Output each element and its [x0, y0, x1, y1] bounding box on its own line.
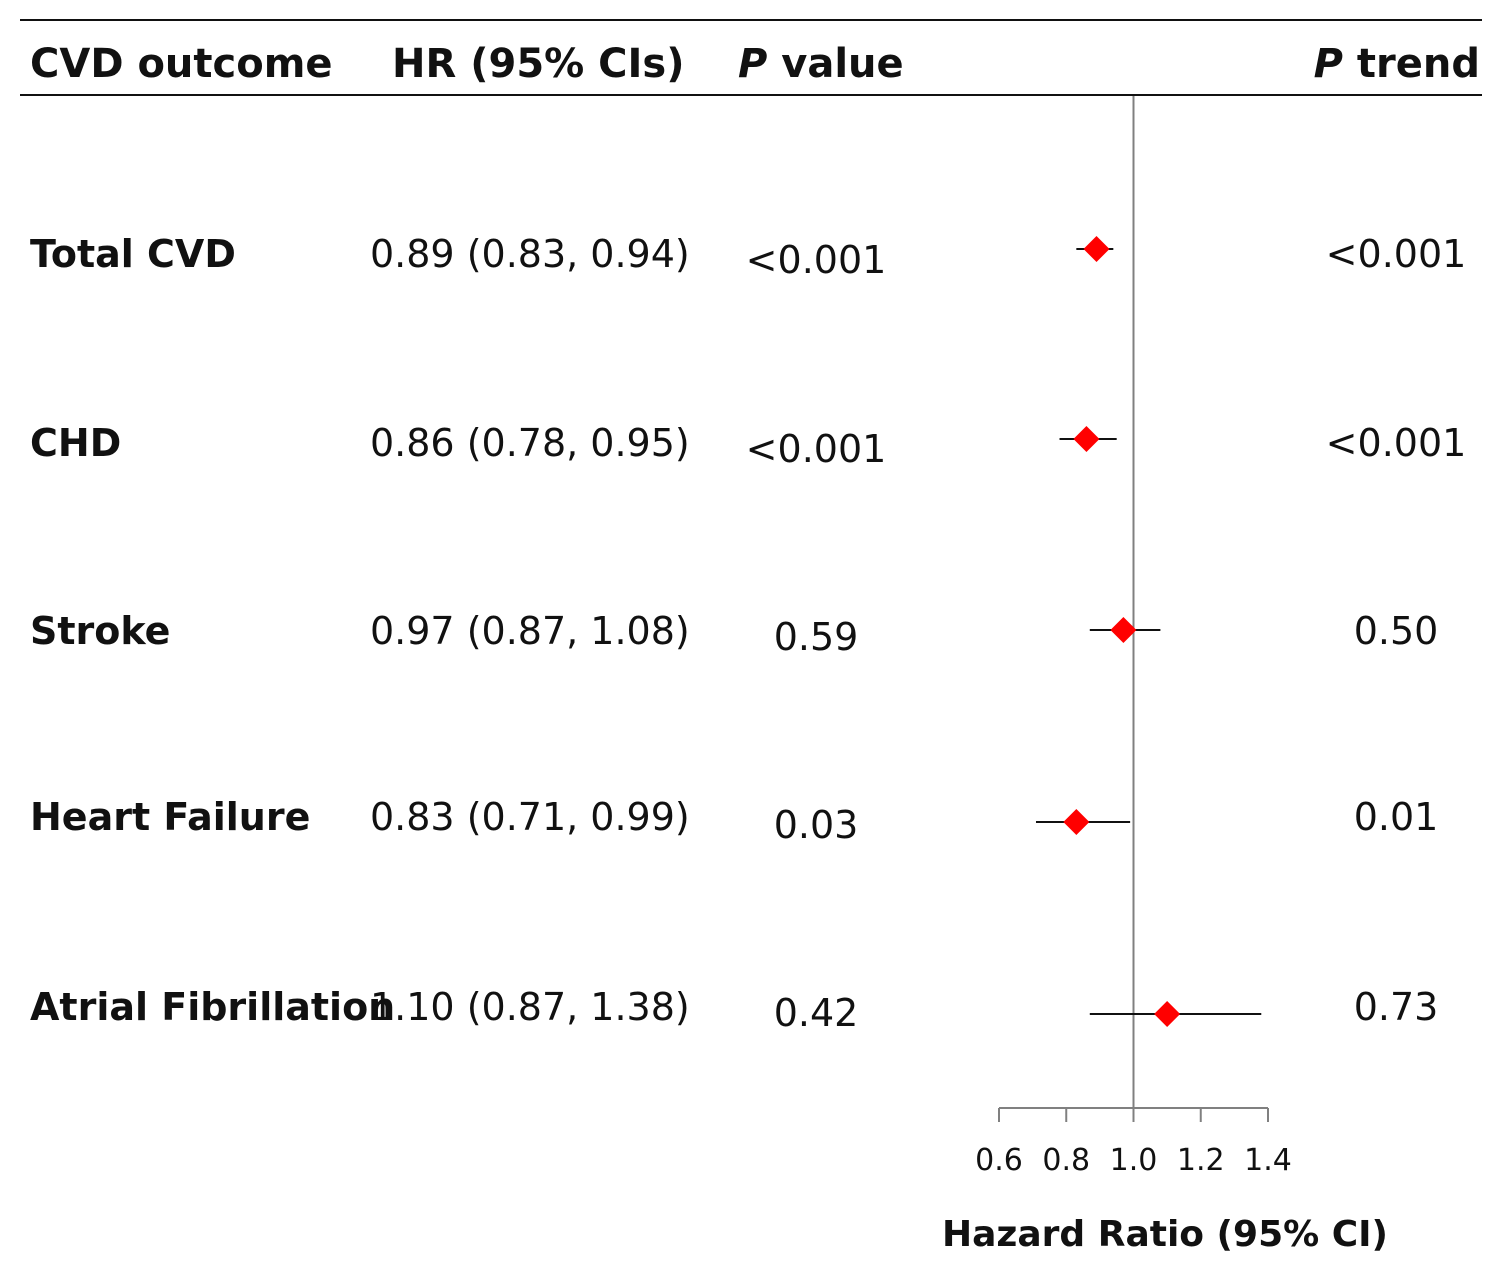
p-trend: <0.001: [1325, 232, 1467, 276]
outcome-label: Stroke: [30, 609, 171, 653]
x-tick-label: 1.0: [1110, 1143, 1158, 1178]
x-tick-label: 0.8: [1042, 1143, 1090, 1178]
top-rule: [20, 19, 1482, 21]
p-value: <0.001: [745, 427, 887, 471]
hr-marker: [1073, 426, 1100, 452]
header-outcome: CVD outcome: [30, 41, 333, 87]
header-p-value-rest: value: [767, 41, 904, 87]
p-value: 0.03: [773, 803, 859, 847]
hr-marker: [1154, 1001, 1181, 1027]
p-trend: <0.001: [1325, 421, 1467, 465]
hr-text: 1.10 (0.87, 1.38): [370, 985, 690, 1029]
p-trend: 0.50: [1353, 609, 1439, 653]
hr-text: 0.97 (0.87, 1.08): [370, 609, 690, 653]
header-p-trend: P trend: [1314, 40, 1480, 88]
header-hr: HR (95% CIs): [392, 41, 685, 87]
p-value: 0.59: [773, 615, 859, 659]
hr-marker: [1063, 809, 1090, 835]
p-trend: 0.01: [1353, 795, 1439, 839]
header-p-trend-italic: P: [1313, 41, 1343, 87]
outcome-label: CHD: [30, 421, 122, 465]
p-trend: 0.73: [1353, 985, 1439, 1029]
x-tick-label: 1.4: [1244, 1143, 1292, 1178]
header-rule: [20, 94, 1482, 96]
outcome-label: Atrial Fibrillation: [30, 985, 396, 1029]
x-tick-label: 0.6: [975, 1143, 1023, 1178]
header-p-trend-rest: trend: [1342, 41, 1480, 87]
header-p-value: P value: [738, 40, 904, 88]
x-tick-label: 1.2: [1177, 1143, 1225, 1178]
p-value: <0.001: [745, 238, 887, 282]
hr-text: 0.86 (0.78, 0.95): [370, 421, 690, 465]
hr-marker: [1110, 617, 1137, 643]
outcome-label: Heart Failure: [30, 795, 311, 839]
hr-text: 0.83 (0.71, 0.99): [370, 795, 690, 839]
x-axis-label: Hazard Ratio (95% CI): [942, 1214, 1388, 1255]
outcome-label: Total CVD: [30, 232, 236, 276]
hr-text: 0.89 (0.83, 0.94): [370, 232, 690, 276]
hr-marker: [1083, 236, 1110, 262]
p-value: 0.42: [773, 991, 859, 1035]
header-p-value-italic: P: [738, 41, 768, 87]
